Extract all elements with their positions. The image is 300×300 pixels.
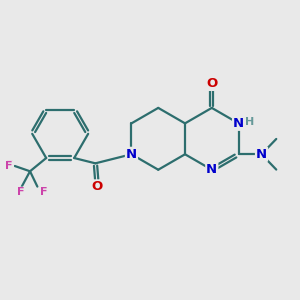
Text: F: F bbox=[16, 188, 24, 198]
Text: N: N bbox=[233, 117, 244, 130]
Text: F: F bbox=[40, 188, 48, 197]
Text: O: O bbox=[206, 77, 218, 90]
Text: N: N bbox=[256, 148, 267, 161]
Text: N: N bbox=[206, 163, 218, 176]
Text: F: F bbox=[5, 161, 13, 171]
Text: O: O bbox=[92, 180, 103, 194]
Text: F: F bbox=[40, 188, 48, 198]
Text: N: N bbox=[126, 148, 137, 161]
Text: H: H bbox=[245, 117, 254, 127]
Text: F: F bbox=[6, 160, 13, 170]
Text: F: F bbox=[17, 188, 24, 197]
